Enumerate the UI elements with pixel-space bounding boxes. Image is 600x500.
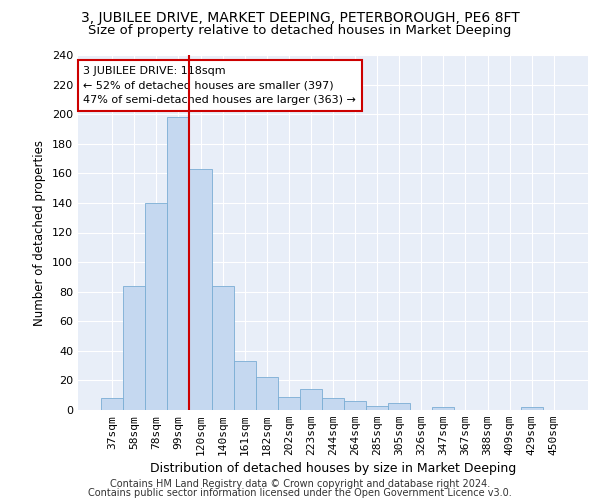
Text: Contains public sector information licensed under the Open Government Licence v3: Contains public sector information licen… <box>88 488 512 498</box>
Bar <box>278 396 300 410</box>
Y-axis label: Number of detached properties: Number of detached properties <box>34 140 46 326</box>
Bar <box>344 401 366 410</box>
Bar <box>145 203 167 410</box>
Bar <box>433 407 454 410</box>
Bar <box>366 406 388 410</box>
Bar <box>233 361 256 410</box>
Bar <box>212 286 233 410</box>
Text: 3 JUBILEE DRIVE: 118sqm
← 52% of detached houses are smaller (397)
47% of semi-d: 3 JUBILEE DRIVE: 118sqm ← 52% of detache… <box>83 66 356 106</box>
Bar <box>123 286 145 410</box>
Bar <box>521 407 543 410</box>
Bar <box>101 398 123 410</box>
Bar <box>322 398 344 410</box>
Bar <box>190 169 212 410</box>
Bar <box>388 402 410 410</box>
Bar <box>256 378 278 410</box>
Text: 3, JUBILEE DRIVE, MARKET DEEPING, PETERBOROUGH, PE6 8FT: 3, JUBILEE DRIVE, MARKET DEEPING, PETERB… <box>80 11 520 25</box>
X-axis label: Distribution of detached houses by size in Market Deeping: Distribution of detached houses by size … <box>150 462 516 475</box>
Text: Contains HM Land Registry data © Crown copyright and database right 2024.: Contains HM Land Registry data © Crown c… <box>110 479 490 489</box>
Bar <box>300 390 322 410</box>
Text: Size of property relative to detached houses in Market Deeping: Size of property relative to detached ho… <box>88 24 512 37</box>
Bar <box>167 117 190 410</box>
